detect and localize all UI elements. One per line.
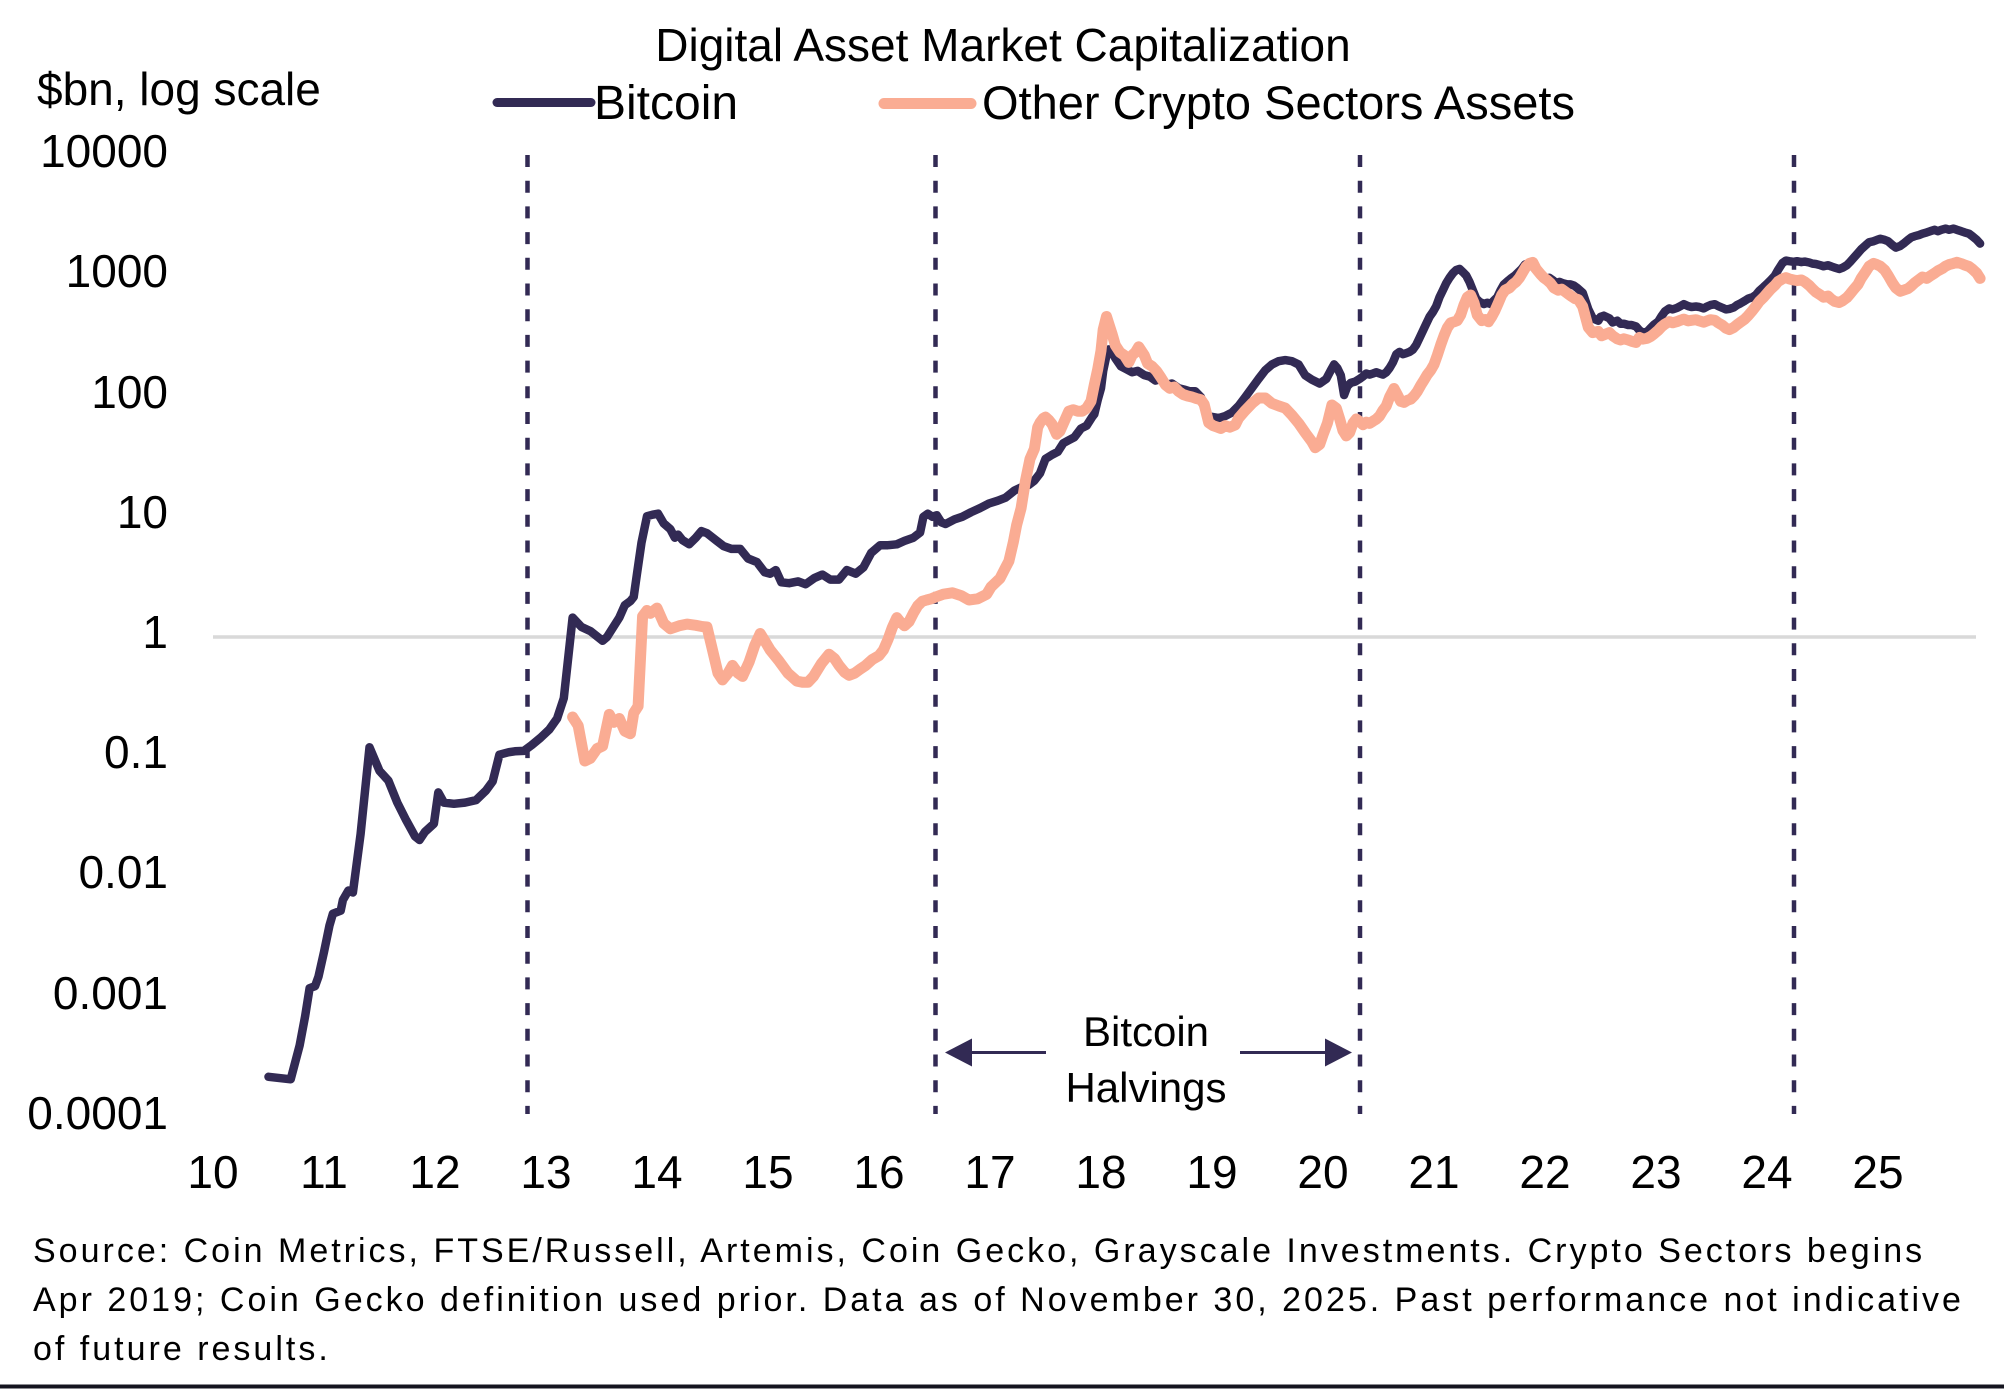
svg-text:1000: 1000: [66, 245, 168, 297]
svg-text:16: 16: [853, 1146, 904, 1198]
svg-text:0.01: 0.01: [78, 846, 168, 898]
svg-text:11: 11: [300, 1146, 348, 1198]
svg-text:of future results.: of future results.: [33, 1330, 331, 1368]
svg-text:18: 18: [1075, 1146, 1126, 1198]
svg-text:0.1: 0.1: [104, 726, 168, 778]
svg-text:Digital Asset Market Capitaliz: Digital Asset Market Capitalization: [655, 19, 1350, 71]
svg-text:19: 19: [1186, 1146, 1237, 1198]
svg-text:24: 24: [1741, 1146, 1792, 1198]
svg-text:20: 20: [1297, 1146, 1348, 1198]
svg-text:22: 22: [1519, 1146, 1570, 1198]
svg-text:13: 13: [520, 1146, 571, 1198]
svg-text:0.0001: 0.0001: [27, 1087, 168, 1139]
svg-text:1: 1: [142, 606, 168, 658]
svg-text:Bitcoin: Bitcoin: [594, 77, 738, 130]
svg-text:Halvings: Halvings: [1065, 1064, 1226, 1111]
svg-text:12: 12: [409, 1146, 460, 1198]
svg-text:Bitcoin: Bitcoin: [1083, 1008, 1209, 1055]
svg-text:Apr 2019; Coin Gecko definitio: Apr 2019; Coin Gecko definition used pri…: [33, 1281, 1964, 1319]
svg-text:10: 10: [117, 486, 168, 538]
svg-text:Source: Coin Metrics, FTSE/Rus: Source: Coin Metrics, FTSE/Russell, Arte…: [33, 1232, 1925, 1270]
svg-text:21: 21: [1408, 1146, 1459, 1198]
svg-text:10: 10: [187, 1146, 238, 1198]
svg-text:25: 25: [1852, 1146, 1903, 1198]
svg-text:17: 17: [964, 1146, 1015, 1198]
svg-text:14: 14: [631, 1146, 682, 1198]
svg-text:Other Crypto Sectors Assets: Other Crypto Sectors Assets: [982, 76, 1575, 129]
svg-text:$bn, log scale: $bn, log scale: [37, 63, 321, 115]
svg-text:15: 15: [742, 1146, 793, 1198]
svg-text:10000: 10000: [40, 125, 168, 177]
svg-text:100: 100: [91, 366, 168, 418]
svg-text:0.001: 0.001: [53, 967, 168, 1019]
svg-text:23: 23: [1630, 1146, 1681, 1198]
